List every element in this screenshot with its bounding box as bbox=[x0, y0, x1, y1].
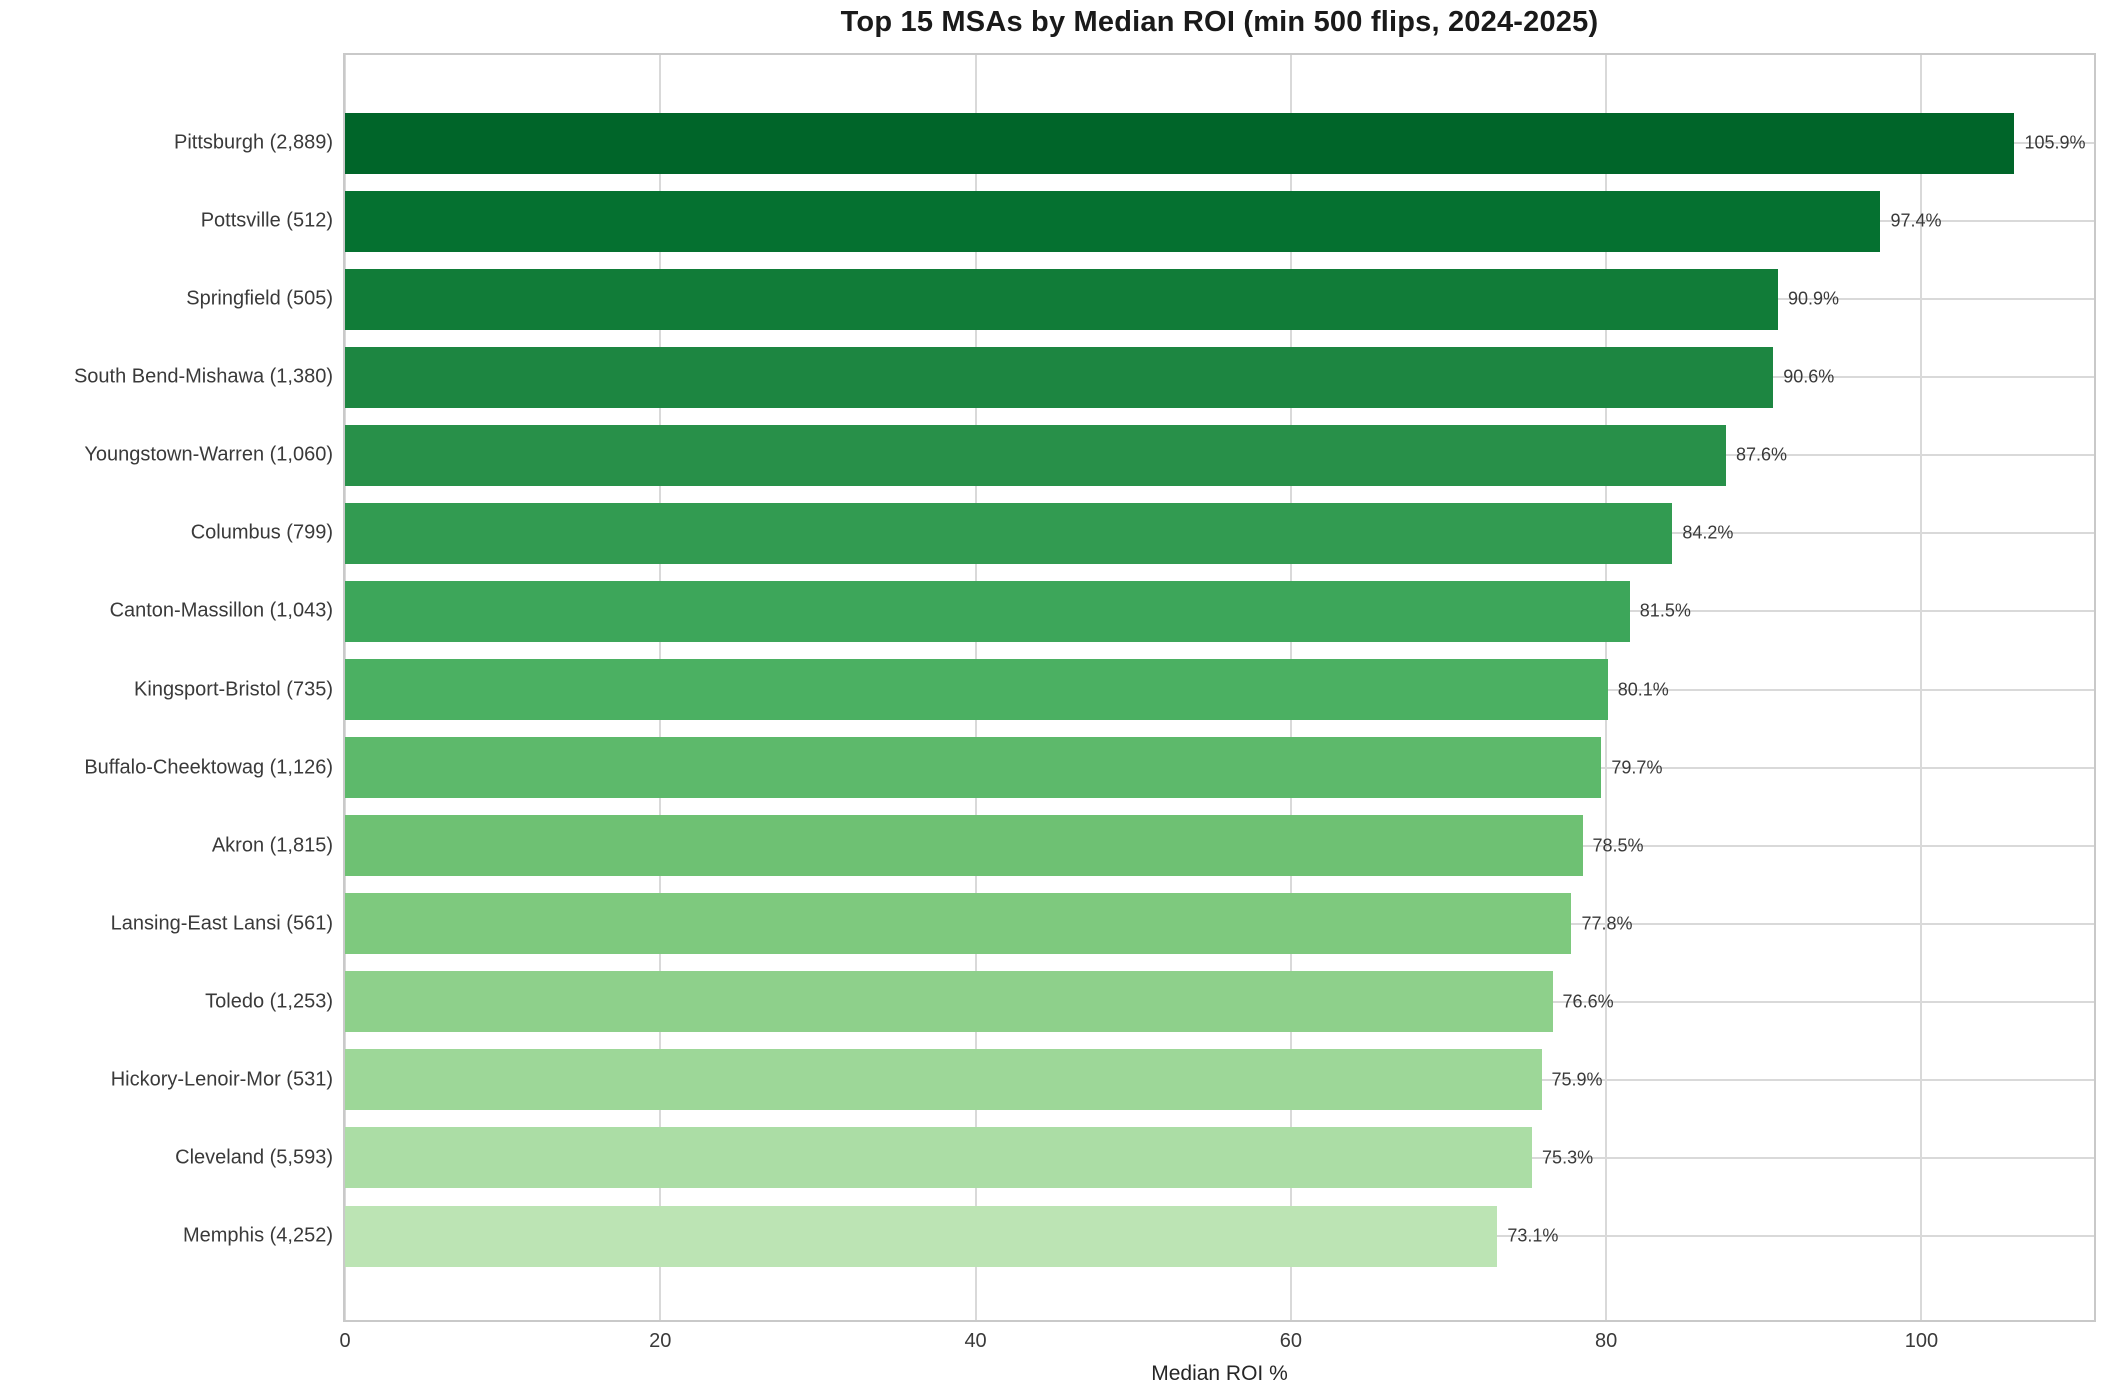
y-axis-category-label: Akron (1,815) bbox=[211, 834, 333, 857]
x-axis-tick-label: 40 bbox=[964, 1330, 987, 1352]
x-axis-tick-label: 0 bbox=[339, 1330, 351, 1352]
plot-area bbox=[343, 53, 2096, 1322]
gridline-vertical bbox=[1920, 55, 1923, 1320]
bar-value-label: 75.3% bbox=[1542, 1147, 1594, 1168]
bar-value-label: 76.6% bbox=[1562, 991, 1614, 1012]
bar-value-label: 78.5% bbox=[1592, 835, 1644, 856]
bar-value-label: 97.4% bbox=[1890, 210, 1942, 231]
bar bbox=[345, 737, 1602, 799]
bar bbox=[345, 971, 1553, 1033]
y-axis-category-label: Buffalo-Cheektowag (1,126) bbox=[84, 756, 333, 779]
y-axis-category-label: Cleveland (5,593) bbox=[175, 1146, 333, 1169]
y-axis-category-label: Kingsport-Bristol (735) bbox=[134, 678, 333, 700]
bar bbox=[345, 659, 1608, 720]
y-axis-category-label: Toledo (1,253) bbox=[205, 990, 333, 1013]
y-axis-category-label: Youngstown-Warren (1,060) bbox=[84, 443, 333, 466]
bar bbox=[345, 502, 1673, 564]
bar-value-label: 75.9% bbox=[1551, 1069, 1603, 1090]
y-axis-category-label: Springfield (505) bbox=[186, 287, 333, 310]
bar-value-label: 105.9% bbox=[2024, 132, 2086, 153]
bar-value-label: 90.9% bbox=[1787, 288, 1840, 309]
bar bbox=[345, 112, 2015, 174]
bar-value-label: 84.2% bbox=[1682, 522, 1734, 543]
bar bbox=[345, 580, 1630, 642]
y-axis-category-label: Pottsville (512) bbox=[200, 209, 333, 232]
y-axis-category-label: Pittsburgh (2,889) bbox=[174, 131, 333, 154]
bar bbox=[345, 424, 1726, 486]
bar bbox=[345, 268, 1778, 330]
y-axis-category-label: South Bend-Mishawa (1,380) bbox=[73, 365, 333, 388]
bar bbox=[345, 1205, 1498, 1267]
x-axis-tick-label: 80 bbox=[1595, 1330, 1618, 1352]
x-axis-label: Median ROI % bbox=[1151, 1362, 1288, 1385]
bar bbox=[345, 1127, 1533, 1189]
y-axis-category-label: Hickory-Lenoir-Mor (531) bbox=[110, 1068, 333, 1091]
bar bbox=[345, 1049, 1542, 1111]
bar bbox=[345, 815, 1583, 877]
y-axis-category-label: Memphis (4,252) bbox=[182, 1224, 333, 1247]
bar-value-label: 87.6% bbox=[1735, 444, 1787, 465]
bar bbox=[345, 893, 1572, 955]
y-axis-category-label: Lansing-East Lansi (561) bbox=[110, 912, 333, 935]
bar-value-label: 77.8% bbox=[1581, 913, 1633, 934]
bar-value-label: 81.5% bbox=[1639, 600, 1691, 621]
x-axis-tick-label: 60 bbox=[1279, 1330, 1302, 1352]
y-axis-category-label: Canton-Massillon (1,043) bbox=[109, 599, 333, 622]
bar bbox=[345, 190, 1881, 252]
chart-title: Top 15 MSAs by Median ROI (min 500 flips… bbox=[840, 6, 1599, 38]
x-axis-tick-label: 20 bbox=[649, 1330, 672, 1352]
x-axis-tick-label: 100 bbox=[1904, 1330, 1939, 1352]
bar-value-label: 73.1% bbox=[1507, 1225, 1559, 1246]
bar-value-label: 90.6% bbox=[1783, 366, 1835, 387]
bar-value-label: 80.1% bbox=[1617, 679, 1669, 699]
y-axis-category-label: Columbus (799) bbox=[190, 521, 333, 544]
bar bbox=[345, 346, 1774, 408]
bar-value-label: 79.7% bbox=[1611, 757, 1663, 778]
